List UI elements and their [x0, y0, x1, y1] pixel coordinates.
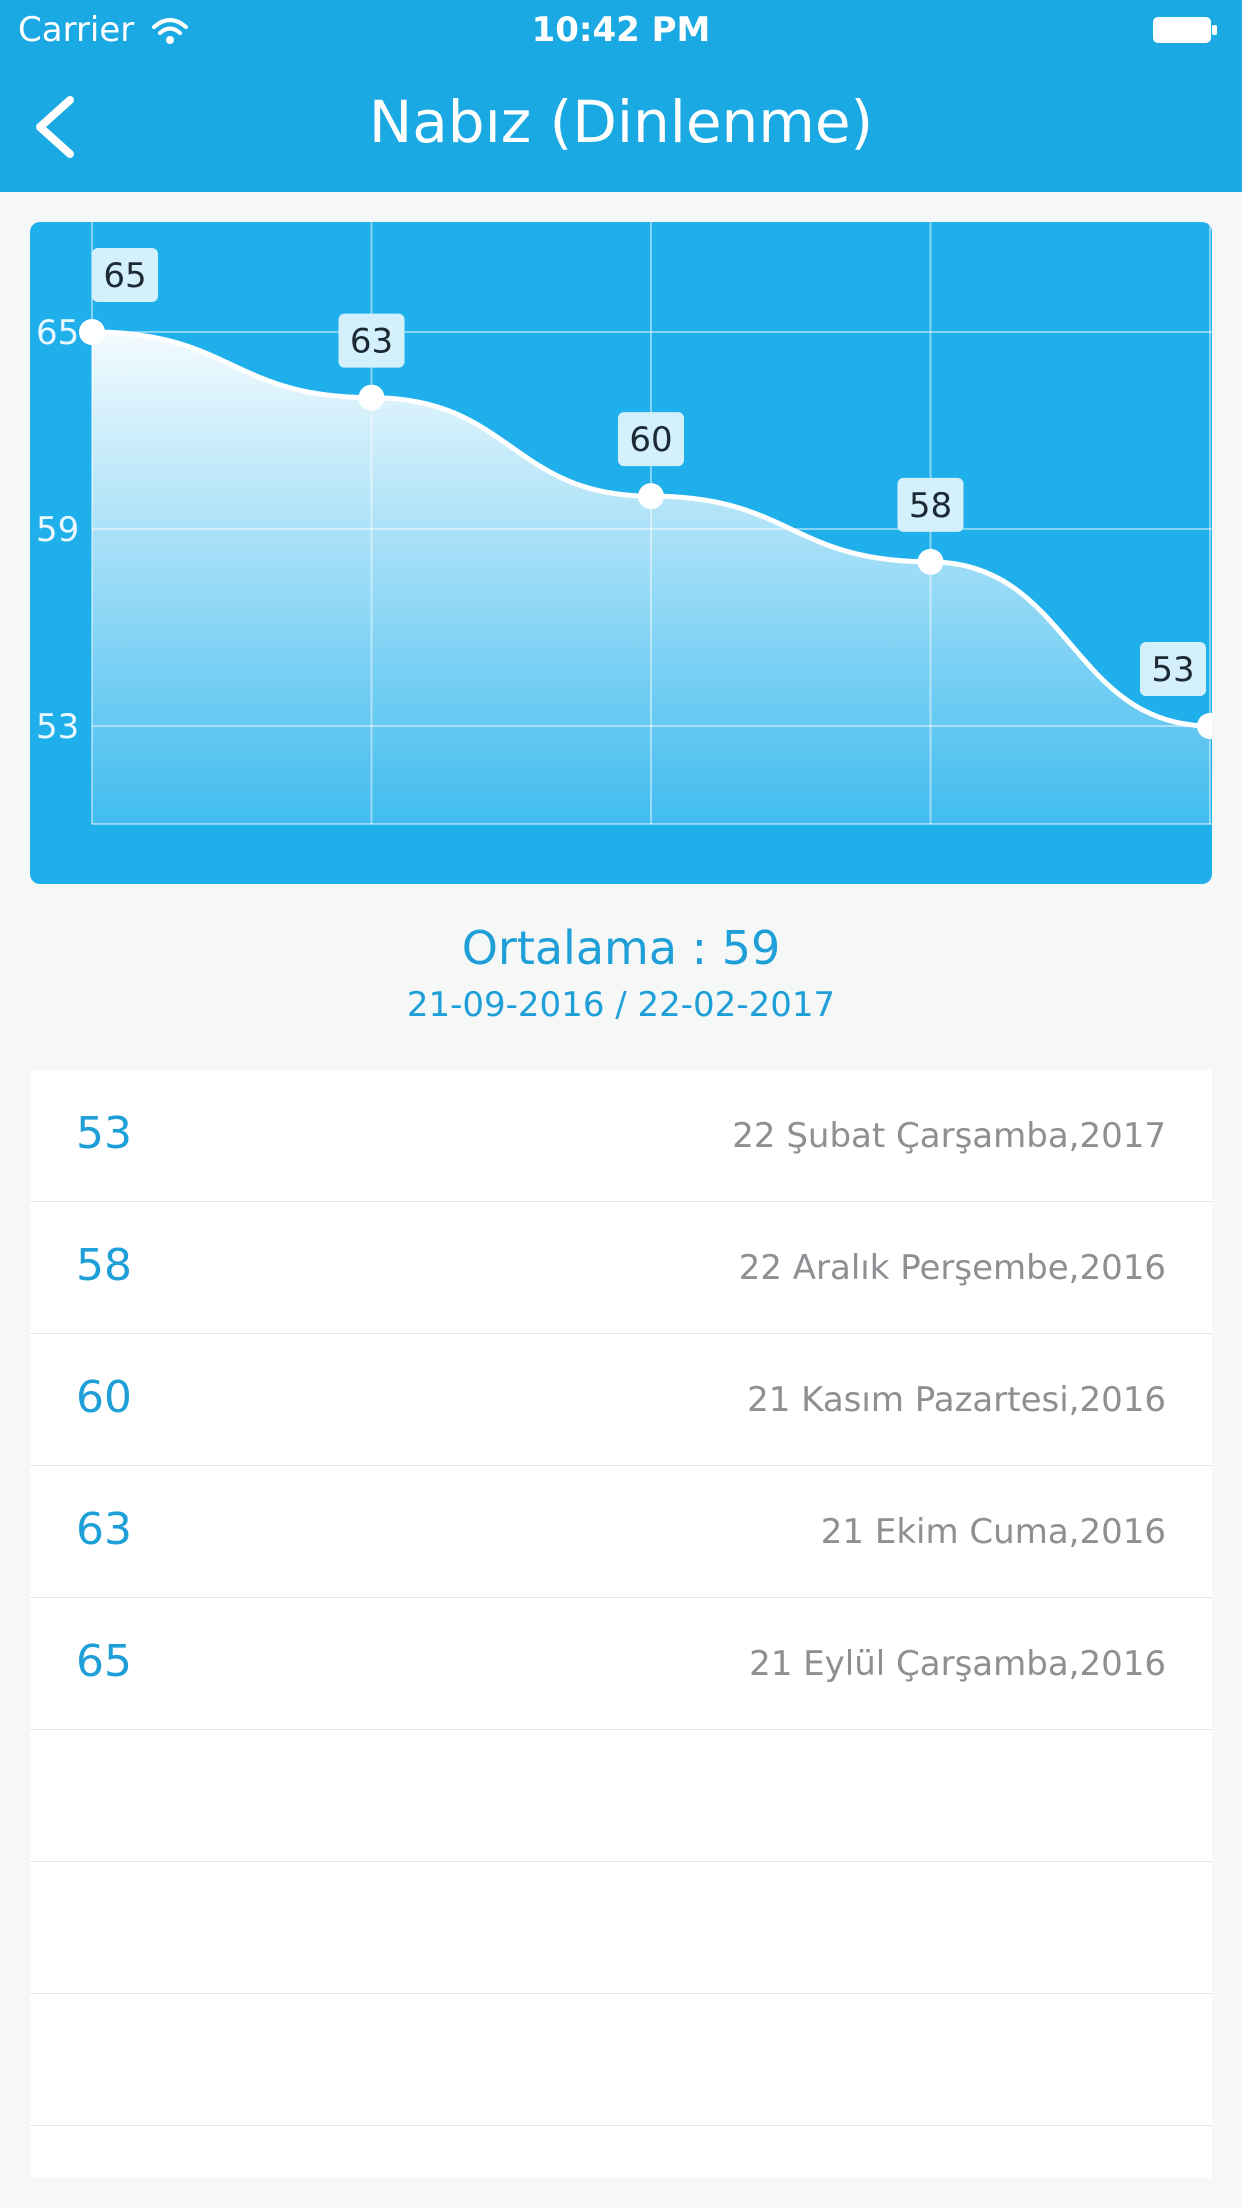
data-label: 58: [909, 486, 952, 526]
heart-rate-chart: 65 59 53 65 63 60 58 53: [30, 222, 1212, 884]
list-item-date: 21 Kasım Pazartesi,2016: [747, 1380, 1166, 1420]
list-item-empty: [30, 1994, 1212, 2126]
list-item-empty: [30, 1730, 1212, 1862]
list-item-value: 58: [76, 1240, 132, 1291]
y-tick-label: 65: [36, 313, 79, 353]
data-label-box: [92, 248, 158, 302]
measurement-list: 53 22 Şubat Çarşamba,2017 58 22 Aralık P…: [30, 1070, 1212, 2178]
data-label: 60: [629, 420, 672, 460]
data-point[interactable]: [638, 483, 664, 510]
list-item-date: 22 Şubat Çarşamba,2017: [732, 1116, 1166, 1156]
y-tick-label: 53: [36, 707, 79, 747]
list-item-date: 21 Ekim Cuma,2016: [820, 1512, 1166, 1552]
list-item[interactable]: 60 21 Kasım Pazartesi,2016: [30, 1334, 1212, 1466]
data-label: 53: [1151, 650, 1194, 690]
battery-icon: [1153, 17, 1217, 43]
status-bar: Carrier 10:42 PM: [0, 0, 1242, 62]
chart-svg: 65 59 53 65 63 60 58 53: [36, 222, 1212, 825]
list-item-value: 60: [76, 1372, 132, 1423]
page-title: Nabız (Dinlenme): [368, 88, 874, 156]
list-item[interactable]: 58 22 Aralık Perşembe,2016: [30, 1202, 1212, 1334]
chart-area: [92, 332, 1210, 824]
data-point[interactable]: [1197, 713, 1212, 739]
data-label-box: [618, 412, 684, 467]
data-label: 63: [350, 322, 393, 362]
data-point[interactable]: [917, 548, 944, 575]
data-point[interactable]: [79, 319, 105, 345]
data-label-box: [338, 313, 405, 368]
list-item-empty: [30, 1862, 1212, 1994]
carrier-label: Carrier: [18, 10, 135, 50]
data-label: 65: [103, 256, 146, 296]
list-item-value: 63: [76, 1504, 132, 1555]
average-text: Ortalama : 59: [461, 921, 781, 975]
header: Carrier 10:42 PM Nabız (Dinlenme): [0, 0, 1242, 192]
list-item-value: 53: [76, 1108, 132, 1159]
list-item-date: 22 Aralık Perşembe,2016: [738, 1248, 1166, 1288]
data-label-box: [897, 477, 964, 532]
list-item[interactable]: 65 21 Eylül Çarşamba,2016: [30, 1598, 1212, 1730]
summary: Ortalama : 59 21-09-2016 / 22-02-2017: [0, 915, 1242, 1025]
data-point[interactable]: [358, 384, 385, 411]
list-item[interactable]: 53 22 Şubat Çarşamba,2017: [30, 1070, 1212, 1202]
list-item-value: 65: [76, 1636, 132, 1687]
back-chevron-icon[interactable]: [30, 92, 80, 162]
wifi-icon: [152, 18, 188, 44]
date-range-text: 21-09-2016 / 22-02-2017: [406, 985, 836, 1025]
list-item-date: 21 Eylül Çarşamba,2016: [749, 1644, 1166, 1684]
nav-bar: Nabız (Dinlenme): [0, 62, 1242, 192]
data-label-box: [1140, 642, 1206, 696]
status-time: 10:42 PM: [531, 10, 711, 50]
list-item[interactable]: 63 21 Ekim Cuma,2016: [30, 1466, 1212, 1598]
y-tick-label: 59: [36, 510, 79, 550]
